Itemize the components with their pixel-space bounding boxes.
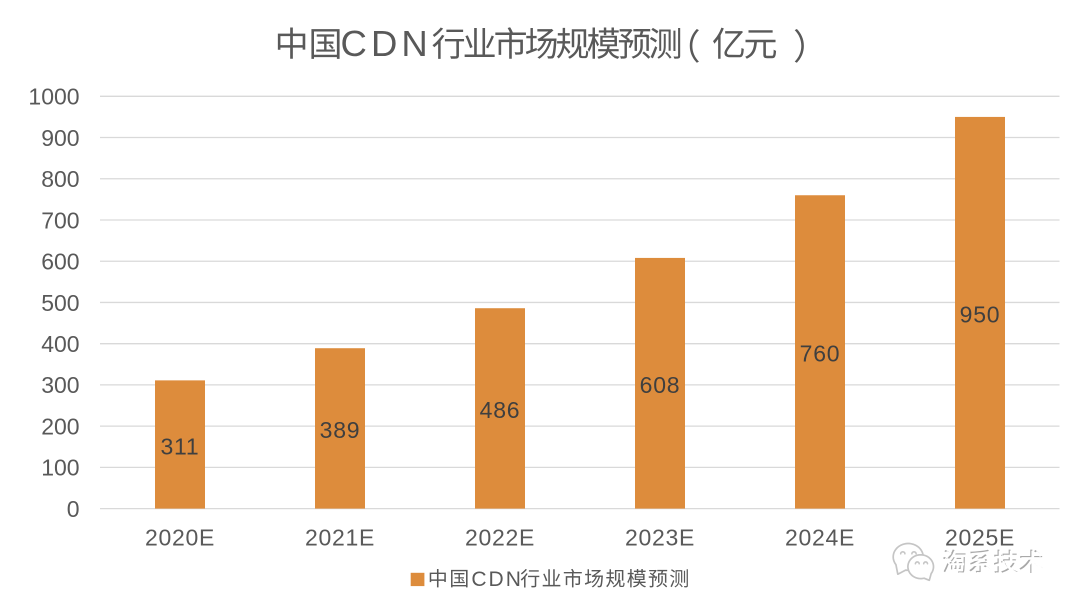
svg-text:950: 950	[960, 302, 1001, 328]
svg-text:2023E: 2023E	[625, 524, 695, 550]
svg-text:1000: 1000	[28, 84, 79, 110]
svg-text:500: 500	[41, 290, 79, 316]
svg-text:2024E: 2024E	[785, 524, 855, 550]
svg-text:389: 389	[320, 417, 361, 443]
svg-text:700: 700	[41, 207, 79, 233]
svg-text:2021E: 2021E	[305, 524, 375, 550]
svg-text:600: 600	[41, 249, 79, 275]
svg-text:608: 608	[640, 372, 681, 398]
svg-text:760: 760	[800, 341, 841, 367]
svg-text:2025E: 2025E	[945, 524, 1015, 550]
svg-text:200: 200	[41, 413, 79, 439]
svg-text:100: 100	[41, 455, 79, 481]
svg-text:800: 800	[41, 166, 79, 192]
svg-text:0: 0	[67, 496, 80, 522]
svg-text:486: 486	[480, 397, 521, 423]
svg-text:300: 300	[41, 372, 79, 398]
svg-text:CDN: CDN	[471, 568, 523, 591]
svg-text:400: 400	[41, 331, 79, 357]
svg-text:900: 900	[41, 125, 79, 151]
svg-text:2020E: 2020E	[145, 524, 215, 550]
svg-text:311: 311	[160, 433, 199, 459]
svg-text:CDN: CDN	[341, 23, 432, 64]
svg-text:2022E: 2022E	[465, 524, 535, 550]
